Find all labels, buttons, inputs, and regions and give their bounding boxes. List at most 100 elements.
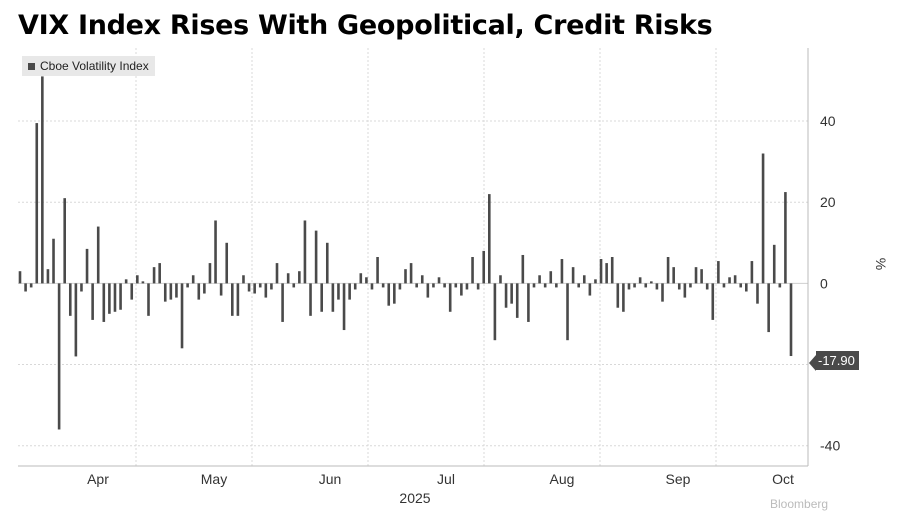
bar — [426, 283, 430, 298]
bar — [733, 275, 737, 284]
bar — [694, 267, 698, 284]
bar — [247, 283, 251, 292]
bar — [761, 153, 765, 284]
bar — [566, 283, 569, 341]
bar — [616, 283, 620, 308]
bar — [342, 283, 346, 331]
bar — [191, 275, 195, 284]
bar — [314, 230, 318, 284]
chart-title: VIX Index Rises With Geopolitical, Credi… — [18, 10, 713, 41]
bar — [270, 283, 273, 290]
bar — [739, 283, 743, 288]
bar — [756, 283, 759, 304]
bar — [789, 283, 793, 357]
y-tick-label: 40 — [820, 113, 836, 129]
bar — [152, 267, 156, 284]
bar — [543, 283, 547, 288]
bar — [488, 194, 491, 284]
bar — [460, 283, 463, 296]
bar — [784, 192, 787, 284]
bar — [119, 283, 122, 310]
last-value-tag: -17.90 — [809, 351, 859, 371]
grid-layer — [18, 48, 808, 466]
bar — [398, 283, 402, 290]
y-axis-label: % — [873, 258, 889, 270]
bar — [320, 283, 323, 312]
bar — [136, 275, 139, 284]
bar — [102, 283, 106, 322]
bar — [722, 283, 726, 288]
bar — [214, 220, 217, 284]
bar — [258, 283, 262, 288]
bar — [298, 271, 301, 284]
bar — [465, 283, 469, 290]
bar — [275, 263, 279, 284]
bar — [281, 283, 284, 322]
y-tick-label: -40 — [820, 438, 840, 454]
bar — [420, 275, 424, 284]
bar — [175, 283, 178, 298]
bar — [510, 283, 513, 304]
bar — [203, 283, 206, 294]
bar — [41, 76, 44, 284]
bar — [527, 283, 530, 322]
x-tick-label: Sep — [666, 471, 691, 487]
bar — [348, 283, 351, 300]
bar — [700, 269, 703, 284]
legend-swatch — [28, 62, 35, 70]
bar — [689, 283, 692, 288]
y-tick-label: 20 — [820, 194, 836, 210]
last-value-label: -17.90 — [818, 353, 855, 368]
bar — [717, 261, 720, 284]
bar — [610, 257, 614, 284]
bar — [650, 281, 653, 284]
bar — [63, 198, 66, 284]
bar — [130, 283, 134, 300]
bar — [141, 281, 145, 284]
bar — [147, 283, 150, 316]
x-tick-label: Jun — [319, 471, 342, 487]
bar — [571, 267, 575, 284]
bar — [476, 283, 480, 290]
bar — [705, 283, 709, 290]
bar — [711, 283, 715, 320]
bar — [253, 283, 256, 294]
bar — [767, 283, 770, 333]
bar — [499, 275, 502, 284]
bar — [57, 283, 61, 430]
bar — [493, 283, 497, 341]
x-tick-label: May — [201, 471, 227, 487]
bar — [24, 283, 27, 292]
x-tick-label: Oct — [772, 471, 794, 487]
bar — [599, 259, 603, 284]
bar — [666, 257, 670, 284]
bar — [74, 283, 78, 357]
bar — [577, 283, 580, 288]
bar — [113, 283, 117, 312]
bar — [370, 283, 374, 290]
bar — [169, 283, 173, 300]
bar — [52, 238, 55, 284]
bar — [331, 283, 335, 312]
bar — [35, 123, 39, 284]
bar — [96, 226, 100, 284]
bar — [337, 283, 340, 300]
bar — [409, 263, 413, 284]
last-value-pointer — [809, 355, 816, 371]
bar — [454, 283, 458, 288]
bar — [231, 283, 234, 316]
bar — [432, 283, 435, 288]
bar — [728, 277, 731, 284]
bar — [638, 277, 642, 284]
bar — [208, 263, 212, 284]
bar — [415, 283, 418, 288]
bar — [180, 283, 184, 349]
bar — [515, 283, 519, 318]
bar — [605, 263, 608, 284]
bar — [443, 283, 446, 288]
x-tick-label: Apr — [87, 471, 109, 487]
bar — [242, 275, 245, 284]
bar — [549, 271, 553, 284]
bar — [309, 283, 312, 316]
